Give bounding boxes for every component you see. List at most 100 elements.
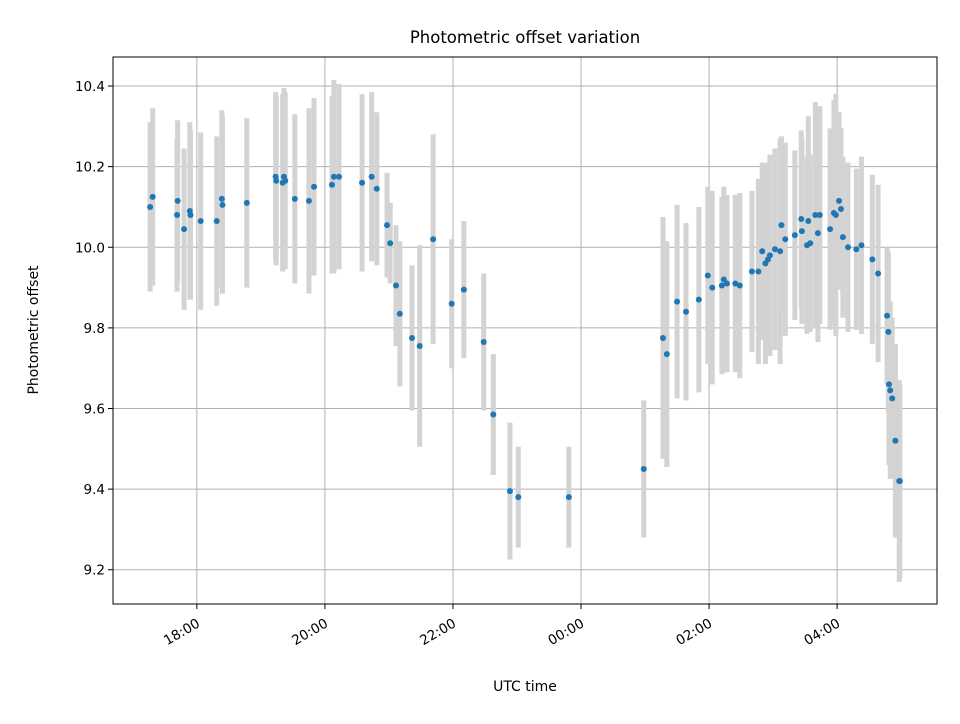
data-point — [875, 270, 882, 277]
data-point — [219, 201, 226, 208]
data-point — [837, 205, 844, 212]
data-point — [816, 212, 823, 219]
data-point — [640, 465, 647, 472]
data-point — [748, 268, 755, 275]
data-point — [448, 300, 455, 307]
data-point — [720, 276, 727, 283]
y-tick-label: 10.4 — [75, 79, 105, 95]
data-point — [777, 248, 784, 255]
data-point — [515, 494, 522, 501]
data-point — [311, 183, 318, 190]
data-point — [359, 179, 366, 186]
data-point — [853, 246, 860, 253]
data-point — [565, 494, 572, 501]
x-tick-label: 02:00 — [673, 616, 715, 649]
data-point — [305, 197, 312, 204]
data-point — [885, 381, 892, 388]
data-point — [798, 216, 805, 223]
data-point — [174, 212, 181, 219]
x-tick-label: 00:00 — [545, 616, 587, 649]
data-point — [213, 218, 220, 225]
y-tick-label: 10.0 — [75, 240, 105, 256]
chart-title: Photometric offset variation — [410, 28, 640, 47]
data-point — [460, 286, 467, 293]
data-point — [674, 298, 681, 305]
data-point — [858, 242, 865, 249]
data-point — [718, 282, 725, 289]
data-point — [892, 437, 899, 444]
data-point — [812, 212, 819, 219]
data-point — [869, 256, 876, 263]
data-point — [197, 218, 204, 225]
data-point — [755, 268, 762, 275]
data-point — [759, 248, 766, 255]
data-point — [836, 197, 843, 204]
y-tick-label: 9.6 — [84, 401, 105, 417]
data-point — [430, 236, 437, 243]
data-point — [416, 343, 423, 350]
data-point — [766, 252, 773, 259]
y-tick-label: 9.4 — [84, 482, 105, 498]
data-point — [889, 395, 896, 402]
data-point — [663, 351, 670, 358]
data-point — [174, 197, 181, 204]
data-point — [368, 173, 375, 180]
data-point — [659, 334, 666, 341]
data-points — [147, 173, 903, 501]
y-axis-ticks: 9.2 9.4 9.6 9.8 10.0 10.2 10.4 — [75, 79, 113, 579]
data-point — [273, 177, 280, 184]
x-tick-label: 04:00 — [801, 616, 843, 649]
data-point — [778, 222, 785, 229]
y-axis-label: Photometric offset — [26, 265, 42, 395]
x-tick-label: 18:00 — [161, 616, 203, 649]
data-point — [490, 411, 497, 418]
data-point — [845, 244, 852, 251]
data-point — [373, 185, 380, 192]
error-bars — [147, 79, 903, 582]
x-tick-label: 20:00 — [289, 616, 331, 649]
data-point — [814, 230, 821, 237]
data-point — [732, 280, 739, 287]
y-tick-label: 9.8 — [84, 321, 105, 337]
data-point — [506, 488, 513, 495]
data-point — [328, 181, 335, 188]
x-tick-label: 22:00 — [417, 616, 459, 649]
data-point — [695, 296, 702, 303]
data-point — [709, 284, 716, 291]
data-point — [282, 177, 289, 184]
data-point — [827, 226, 834, 233]
data-point — [218, 195, 225, 202]
data-point — [149, 193, 156, 200]
data-point — [896, 478, 903, 485]
data-point — [839, 234, 846, 241]
data-point — [291, 195, 298, 202]
data-point — [480, 338, 487, 345]
data-point — [408, 334, 415, 341]
data-point — [736, 282, 743, 289]
data-point — [384, 222, 391, 229]
data-point — [723, 280, 730, 287]
plot-frame — [112, 56, 938, 605]
data-point — [387, 240, 394, 247]
data-point — [885, 328, 892, 335]
data-point — [396, 310, 403, 317]
data-point — [336, 173, 343, 180]
data-point — [147, 203, 154, 210]
data-point — [798, 228, 805, 235]
data-point — [887, 387, 894, 394]
data-point — [805, 218, 812, 225]
data-point — [807, 240, 814, 247]
y-tick-label: 9.2 — [84, 563, 105, 579]
data-point — [884, 312, 891, 319]
y-tick-label: 10.2 — [75, 160, 105, 176]
data-point — [392, 282, 399, 289]
data-point — [181, 226, 188, 233]
data-point — [330, 173, 337, 180]
data-point — [683, 308, 690, 315]
x-axis-label: UTC time — [493, 679, 557, 695]
data-point — [782, 236, 789, 243]
data-point — [832, 212, 839, 219]
data-point — [187, 212, 194, 219]
data-point — [791, 232, 798, 239]
